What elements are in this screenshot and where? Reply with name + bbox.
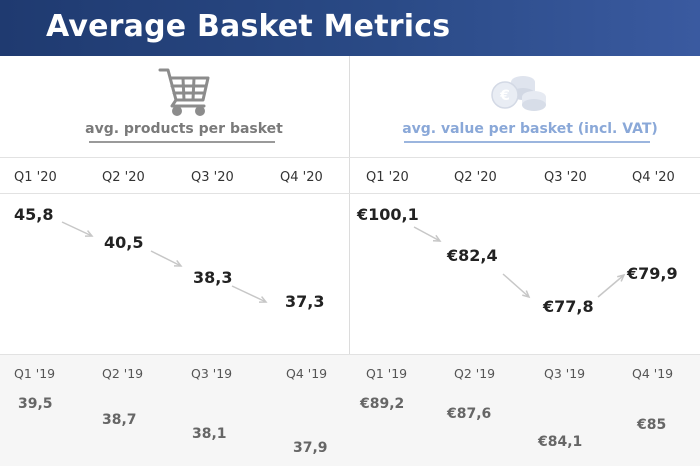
trend-arrow (597, 274, 625, 298)
value-q3-2019-basket: €84,1 (538, 434, 583, 450)
quarter-label: Q4 '20 (280, 170, 323, 185)
quarter-label: Q2 '20 (102, 170, 145, 185)
quarter-label-prior: Q4 '19 (632, 366, 674, 381)
value-q4-2019-basket: €85 (637, 417, 667, 433)
trend-arrow-head (522, 290, 531, 299)
quarter-label-prior: Q3 '19 (191, 366, 233, 381)
quarter-label-prior: Q1 '19 (366, 366, 408, 381)
trend-arrows-right (413, 226, 626, 299)
value-q2-2020-basket: €82,4 (447, 246, 498, 265)
value-q4-2019-products: 37,9 (293, 440, 328, 456)
prior-year-divider (0, 354, 700, 355)
trend-arrow (502, 273, 530, 298)
trend-arrow (61, 221, 93, 237)
shopping-cart-icon (158, 68, 210, 116)
trend-arrows-left (61, 221, 268, 303)
left-metric-title: avg. products per basket (85, 121, 283, 137)
quarter-label-prior: Q4 '19 (286, 366, 328, 381)
trend-arrow (150, 250, 182, 267)
value-q2-2019-basket: €87,6 (447, 406, 492, 422)
right-metric-underline (404, 141, 650, 143)
trend-arrow (413, 226, 441, 242)
header-banner: Average Basket Metrics (0, 0, 700, 56)
page-title: Average Basket Metrics (46, 9, 451, 44)
value-q1-2019-basket: €89,2 (360, 396, 405, 412)
trend-arrow-head (84, 230, 94, 237)
trend-arrow-head (432, 234, 442, 242)
trend-arrow-head (258, 296, 268, 303)
value-q1-2020-basket: €100,1 (357, 205, 419, 224)
quarter-label-prior: Q1 '19 (14, 366, 56, 381)
quarter-label: Q1 '20 (14, 170, 57, 185)
left-metric-underline (89, 141, 275, 143)
prior-year-band (0, 354, 700, 466)
value-q2-2019-products: 38,7 (102, 412, 137, 428)
svg-text:€: € (499, 88, 510, 104)
value-q1-2019-products: 39,5 (18, 396, 53, 412)
value-q4-2020-basket: €79,9 (627, 264, 678, 283)
quarter-label: Q1 '20 (366, 170, 409, 185)
quarter-label-prior: Q2 '19 (102, 366, 144, 381)
trend-arrow-head (617, 273, 626, 282)
value-q3-2019-products: 38,1 (192, 426, 227, 442)
value-q1-2020-products: 45,8 (14, 205, 54, 224)
quarter-row-divider (0, 157, 700, 158)
values-row-divider (0, 193, 700, 194)
quarter-label: Q4 '20 (632, 170, 675, 185)
quarter-label: Q3 '20 (544, 170, 587, 185)
quarter-label: Q2 '20 (454, 170, 497, 185)
value-q3-2020-basket: €77,8 (543, 297, 594, 316)
quarter-label-prior: Q3 '19 (544, 366, 586, 381)
trend-arrow (231, 285, 267, 303)
right-metric-title: avg. value per basket (incl. VAT) (402, 121, 658, 137)
value-q4-2020-products: 37,3 (285, 292, 325, 311)
value-q2-2020-products: 40,5 (104, 233, 144, 252)
quarter-label-prior: Q2 '19 (454, 366, 496, 381)
value-q3-2020-products: 38,3 (193, 268, 233, 287)
panel-divider (349, 56, 350, 466)
trend-arrow-head (173, 259, 183, 267)
coins-icon: € (491, 76, 546, 111)
quarter-label: Q3 '20 (191, 170, 234, 185)
